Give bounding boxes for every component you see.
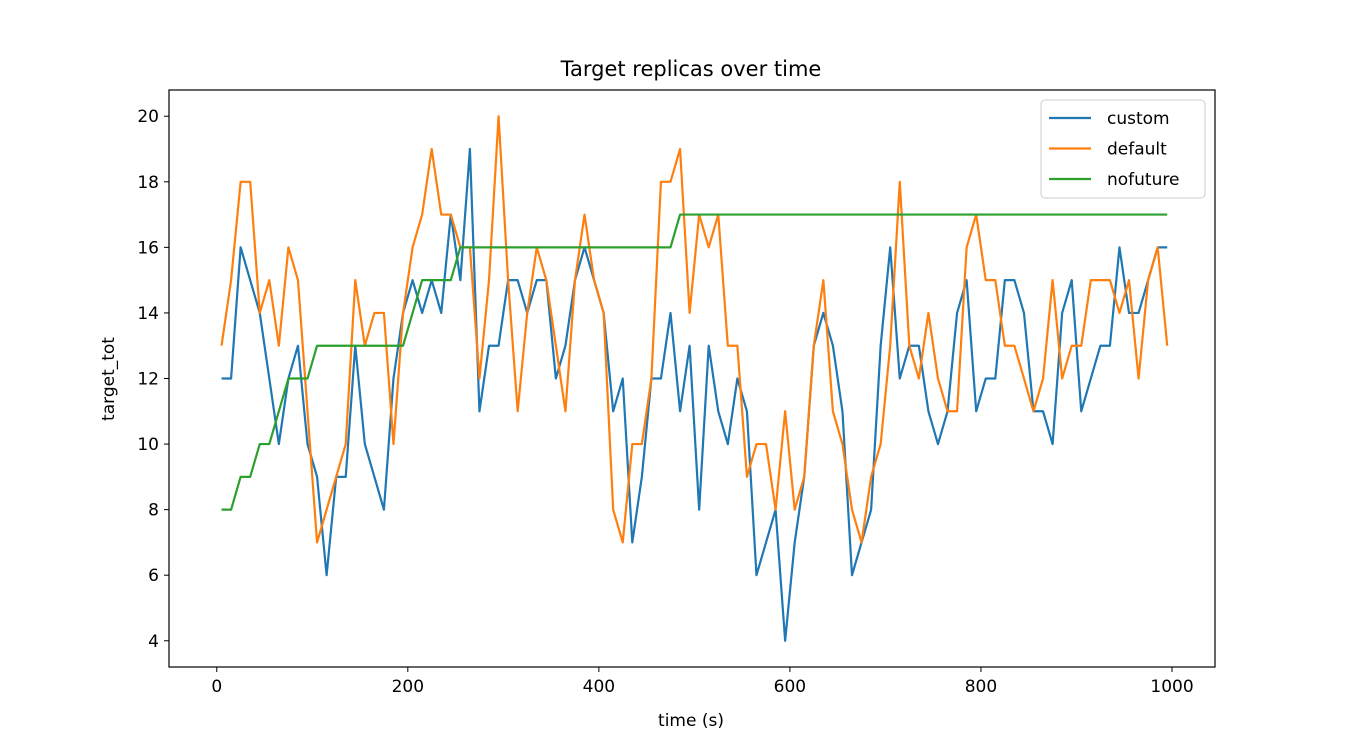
x-tick-label: 800 [965,677,997,697]
y-tick-label: 8 [148,501,159,521]
legend-label-default: default [1107,140,1167,160]
y-tick-label: 20 [137,107,159,127]
y-axis: 4 6 8 10 12 14 16 18 20 [137,107,169,652]
y-tick-label: 10 [137,435,159,455]
x-axis: 0 200 400 600 800 1000 [211,667,1194,697]
y-tick-label: 4 [148,632,159,652]
chart-title: Target replicas over time [560,57,822,81]
x-axis-label: time (s) [658,711,724,731]
legend: custom default nofuture [1040,99,1206,199]
y-tick-label: 12 [137,370,159,390]
x-tick-label: 400 [583,677,615,697]
y-tick-label: 6 [148,566,159,586]
legend-label-nofuture: nofuture [1107,170,1179,190]
series-line-custom [221,147,1168,642]
legend-box [1040,99,1206,199]
x-tick-label: 200 [392,677,424,697]
y-tick-label: 18 [137,173,159,193]
y-tick-label: 16 [137,238,159,258]
legend-label-custom: custom [1107,109,1170,129]
series-line-nofuture [221,213,1168,511]
y-tick-label: 14 [137,304,159,324]
x-tick-label: 600 [774,677,806,697]
y-axis-label: target_tot [99,337,119,421]
series-line-default [220,115,1169,544]
x-tick-label: 0 [211,677,222,697]
x-tick-label: 1000 [1150,677,1193,697]
